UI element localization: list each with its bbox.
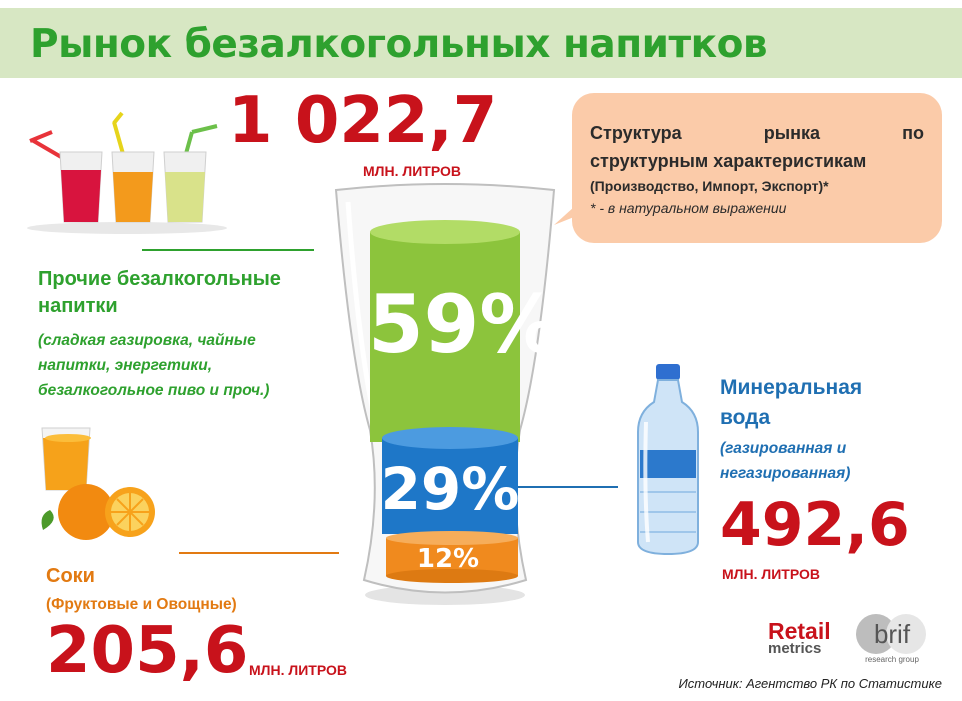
share-juices: 12% xyxy=(416,544,480,574)
other-drinks-desc-1: (сладкая газировка, чайные xyxy=(38,332,256,349)
callout-line-3: (Производство, Импорт, Экспорт)* xyxy=(590,178,829,194)
juices-divider xyxy=(179,552,339,554)
mineral-water-heading-1: Минеральная xyxy=(720,376,863,399)
total-volume-unit: МЛН. ЛИТРОВ xyxy=(363,163,461,179)
mineral-water-connector xyxy=(518,486,618,488)
retail-metrics-logo-retail: Retail xyxy=(768,618,831,644)
juices-value: 205,6 xyxy=(46,614,249,688)
brif-logo-text: brif xyxy=(874,619,911,649)
other-drinks-desc-2: напитки, энергетики, xyxy=(38,357,213,374)
other-drinks-heading-1: Прочие безалкогольные xyxy=(38,268,281,290)
callout-line-2: структурным характеристикам xyxy=(590,151,867,171)
segment-mid-mineral-water xyxy=(382,427,518,534)
water-bottle-image xyxy=(637,364,699,556)
title-bar xyxy=(0,8,962,78)
mineral-water-unit: МЛН. ЛИТРОВ xyxy=(722,566,820,582)
other-drinks-desc-3: безалкогольное пиво и проч.) xyxy=(38,382,270,399)
share-mineral-water: 29% xyxy=(380,455,520,523)
share-other-drinks: 59% xyxy=(368,278,560,371)
orange-juice-image xyxy=(41,427,155,540)
brif-logo: brif research group xyxy=(856,614,926,664)
juices-heading: Соки xyxy=(46,565,95,587)
total-volume-value: 1 022,7 xyxy=(228,84,498,158)
juices-subheading: (Фруктовые и Овощные) xyxy=(46,596,237,613)
market-share-glass xyxy=(334,183,556,605)
juice-glasses-image xyxy=(27,111,227,234)
other-drinks-divider xyxy=(142,249,314,251)
segment-bottom-juices xyxy=(386,531,518,583)
mineral-water-value: 492,6 xyxy=(720,490,910,560)
mineral-water-heading-2: вода xyxy=(720,406,771,429)
page-title: Рынок безалкогольных напитков xyxy=(30,22,768,67)
mineral-water-desc-1: (газированная и xyxy=(720,440,847,457)
brif-logo-subtext: research group xyxy=(865,655,919,664)
segment-top-other-drinks xyxy=(370,220,520,442)
callout-note: * - в натуральном выражении xyxy=(590,200,787,216)
other-drinks-heading-2: напитки xyxy=(38,295,118,317)
retail-metrics-logo-metrics: metrics xyxy=(768,640,822,657)
structure-callout: Структура рынка по структурным характери… xyxy=(554,93,942,243)
juices-unit: МЛН. ЛИТРОВ xyxy=(249,662,347,678)
callout-line-1: Структура рынка по xyxy=(590,123,924,143)
source-note: Источник: Агентство РК по Статистике xyxy=(678,676,942,691)
mineral-water-desc-2: негазированная) xyxy=(720,465,851,482)
